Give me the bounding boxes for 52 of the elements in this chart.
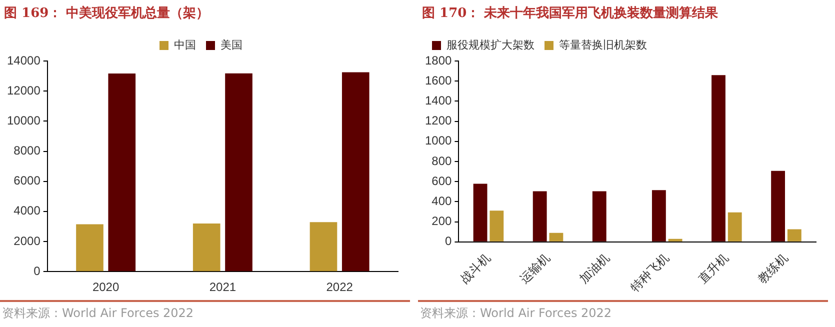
x-tick-label: 2020 [92, 280, 120, 294]
y-tick-label: 10000 [6, 113, 41, 128]
y-tick-label: 2000 [14, 234, 41, 248]
x-tick-label: 战斗机 [458, 250, 493, 286]
bar [549, 232, 564, 242]
legend-label: 美国 [220, 38, 242, 52]
y-tick-label: 14000 [6, 53, 41, 68]
y-tick-label: 8000 [14, 144, 41, 158]
bar [532, 191, 547, 242]
y-tick-label: 1000 [424, 134, 452, 148]
bar [310, 222, 338, 272]
bar [192, 223, 220, 272]
y-tick-label: 0 [445, 234, 452, 248]
y-tick-label: 600 [432, 174, 452, 188]
bar [490, 210, 504, 242]
bar [473, 184, 488, 242]
legend-label: 中国 [174, 38, 196, 52]
bar [712, 75, 726, 242]
bar [787, 229, 802, 242]
y-tick-label: 1400 [424, 94, 452, 108]
legend-label: 服役规模扩大架数 [446, 38, 534, 52]
chart-title: 图 169： 中美现役军机总量（架） [4, 4, 210, 22]
x-tick-label: 加油机 [576, 250, 612, 286]
chart-title: 图 170： 未来十年我国军用飞机换装数量测算结果 [422, 5, 718, 22]
y-tick-label: 200 [432, 214, 452, 228]
x-tick-label: 运输机 [517, 250, 552, 286]
y-tick-label: 1800 [424, 53, 452, 68]
y-tick-label: 1600 [424, 73, 452, 88]
x-tick-label: 2022 [326, 280, 354, 294]
bar [728, 212, 742, 242]
x-tick-label: 特种飞机 [628, 250, 672, 294]
legend-label: 等量替换旧机架数 [559, 38, 647, 52]
bar [342, 72, 370, 272]
text: 资料来源：World Air Forces 2022 [2, 305, 194, 322]
y-tick-label: 6000 [14, 174, 41, 188]
y-tick-label: 0 [34, 264, 41, 278]
x-tick-label: 直升机 [696, 250, 732, 286]
bar [592, 191, 606, 242]
y-tick-label: 800 [432, 154, 452, 168]
y-tick-label: 12000 [6, 83, 41, 98]
bar [652, 190, 666, 242]
bar [771, 170, 785, 242]
y-tick-label: 4000 [14, 204, 41, 218]
bar [668, 238, 682, 242]
bar [225, 73, 252, 272]
bar [108, 73, 136, 272]
x-tick-label: 2021 [209, 280, 236, 294]
y-tick-label: 1200 [424, 114, 452, 128]
text: 资料来源：World Air Forces 2022 [420, 305, 612, 322]
x-tick-label: 教练机 [755, 250, 791, 286]
y-tick-label: 400 [432, 194, 452, 208]
bar [76, 224, 104, 272]
